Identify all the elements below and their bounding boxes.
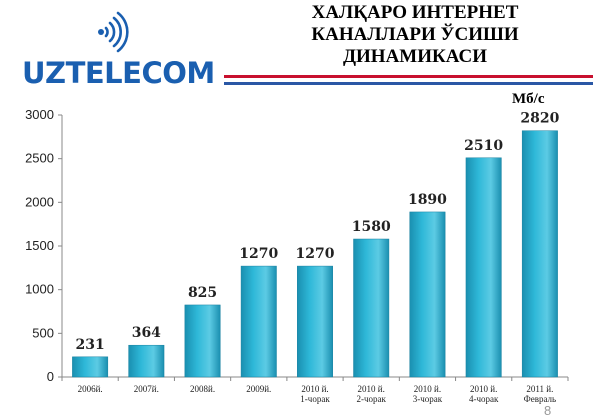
unit-label: Мб/с bbox=[512, 91, 545, 107]
y-tick-label: 1000 bbox=[25, 282, 54, 297]
value-label: 2510 bbox=[464, 138, 503, 154]
bar bbox=[409, 211, 446, 378]
x-tick-label: 2010 й. bbox=[301, 384, 328, 394]
value-label: 1270 bbox=[239, 246, 278, 262]
x-tick-label: Февраль bbox=[524, 394, 557, 404]
bar bbox=[128, 344, 165, 378]
page-title: ХАЛҚАРО ИНТЕРНЕТ КАНАЛЛАРИ ЎСИШИ ДИНАМИК… bbox=[250, 2, 580, 68]
x-tick-label: 3-чорак bbox=[413, 394, 443, 404]
bar bbox=[72, 356, 109, 378]
x-tick-label: 4-чорак bbox=[469, 394, 499, 404]
x-tick-label: 1-чорак bbox=[300, 394, 330, 404]
y-tick-label: 3000 bbox=[25, 107, 54, 122]
bar bbox=[353, 238, 390, 378]
header: UZTELECOM ХАЛҚАРО ИНТЕРНЕТ КАНАЛЛАРИ ЎСИ… bbox=[0, 0, 593, 105]
bar bbox=[521, 130, 558, 378]
value-label: 825 bbox=[188, 285, 217, 301]
value-label: 1270 bbox=[296, 246, 335, 262]
bar bbox=[297, 265, 333, 378]
x-tick-label: 2011 й. bbox=[526, 384, 553, 394]
bar bbox=[184, 304, 221, 378]
x-tick-label: 2006й. bbox=[78, 384, 103, 394]
title-line: КАНАЛЛАРИ ЎСИШИ bbox=[311, 24, 519, 45]
header-stripe-blue bbox=[224, 82, 593, 85]
x-tick-label: 2008й. bbox=[190, 384, 215, 394]
title-line: ХАЛҚАРО ИНТЕРНЕТ bbox=[311, 2, 519, 23]
value-label: 1890 bbox=[408, 192, 447, 208]
x-tick-label: 2-чорак bbox=[357, 394, 387, 404]
page-number: 8 bbox=[544, 403, 552, 418]
y-tick-label: 2000 bbox=[25, 194, 54, 209]
x-tick-label: 2010 й. bbox=[358, 384, 385, 394]
sound-waves-icon bbox=[98, 11, 129, 53]
title-line: ДИНАМИКАСИ bbox=[342, 46, 488, 67]
y-tick-label: 1500 bbox=[25, 238, 54, 253]
value-label: 1580 bbox=[352, 219, 391, 235]
y-tick-label: 0 bbox=[47, 369, 54, 384]
y-tick-label: 500 bbox=[32, 325, 54, 340]
bar bbox=[465, 157, 502, 378]
x-tick-label: 2010 й. bbox=[414, 384, 441, 394]
brand-logo-text: UZTELECOM bbox=[22, 56, 215, 90]
value-label: 231 bbox=[75, 337, 104, 353]
y-tick-label: 2500 bbox=[25, 151, 54, 166]
x-tick-label: 2009й. bbox=[246, 384, 271, 394]
x-tick-label: 2010 й. bbox=[470, 384, 497, 394]
bar bbox=[240, 265, 277, 378]
header-stripe-red bbox=[224, 75, 593, 78]
value-label: 364 bbox=[132, 325, 161, 341]
value-label: 2820 bbox=[520, 111, 559, 127]
x-tick-label: 2007й. bbox=[134, 384, 159, 394]
